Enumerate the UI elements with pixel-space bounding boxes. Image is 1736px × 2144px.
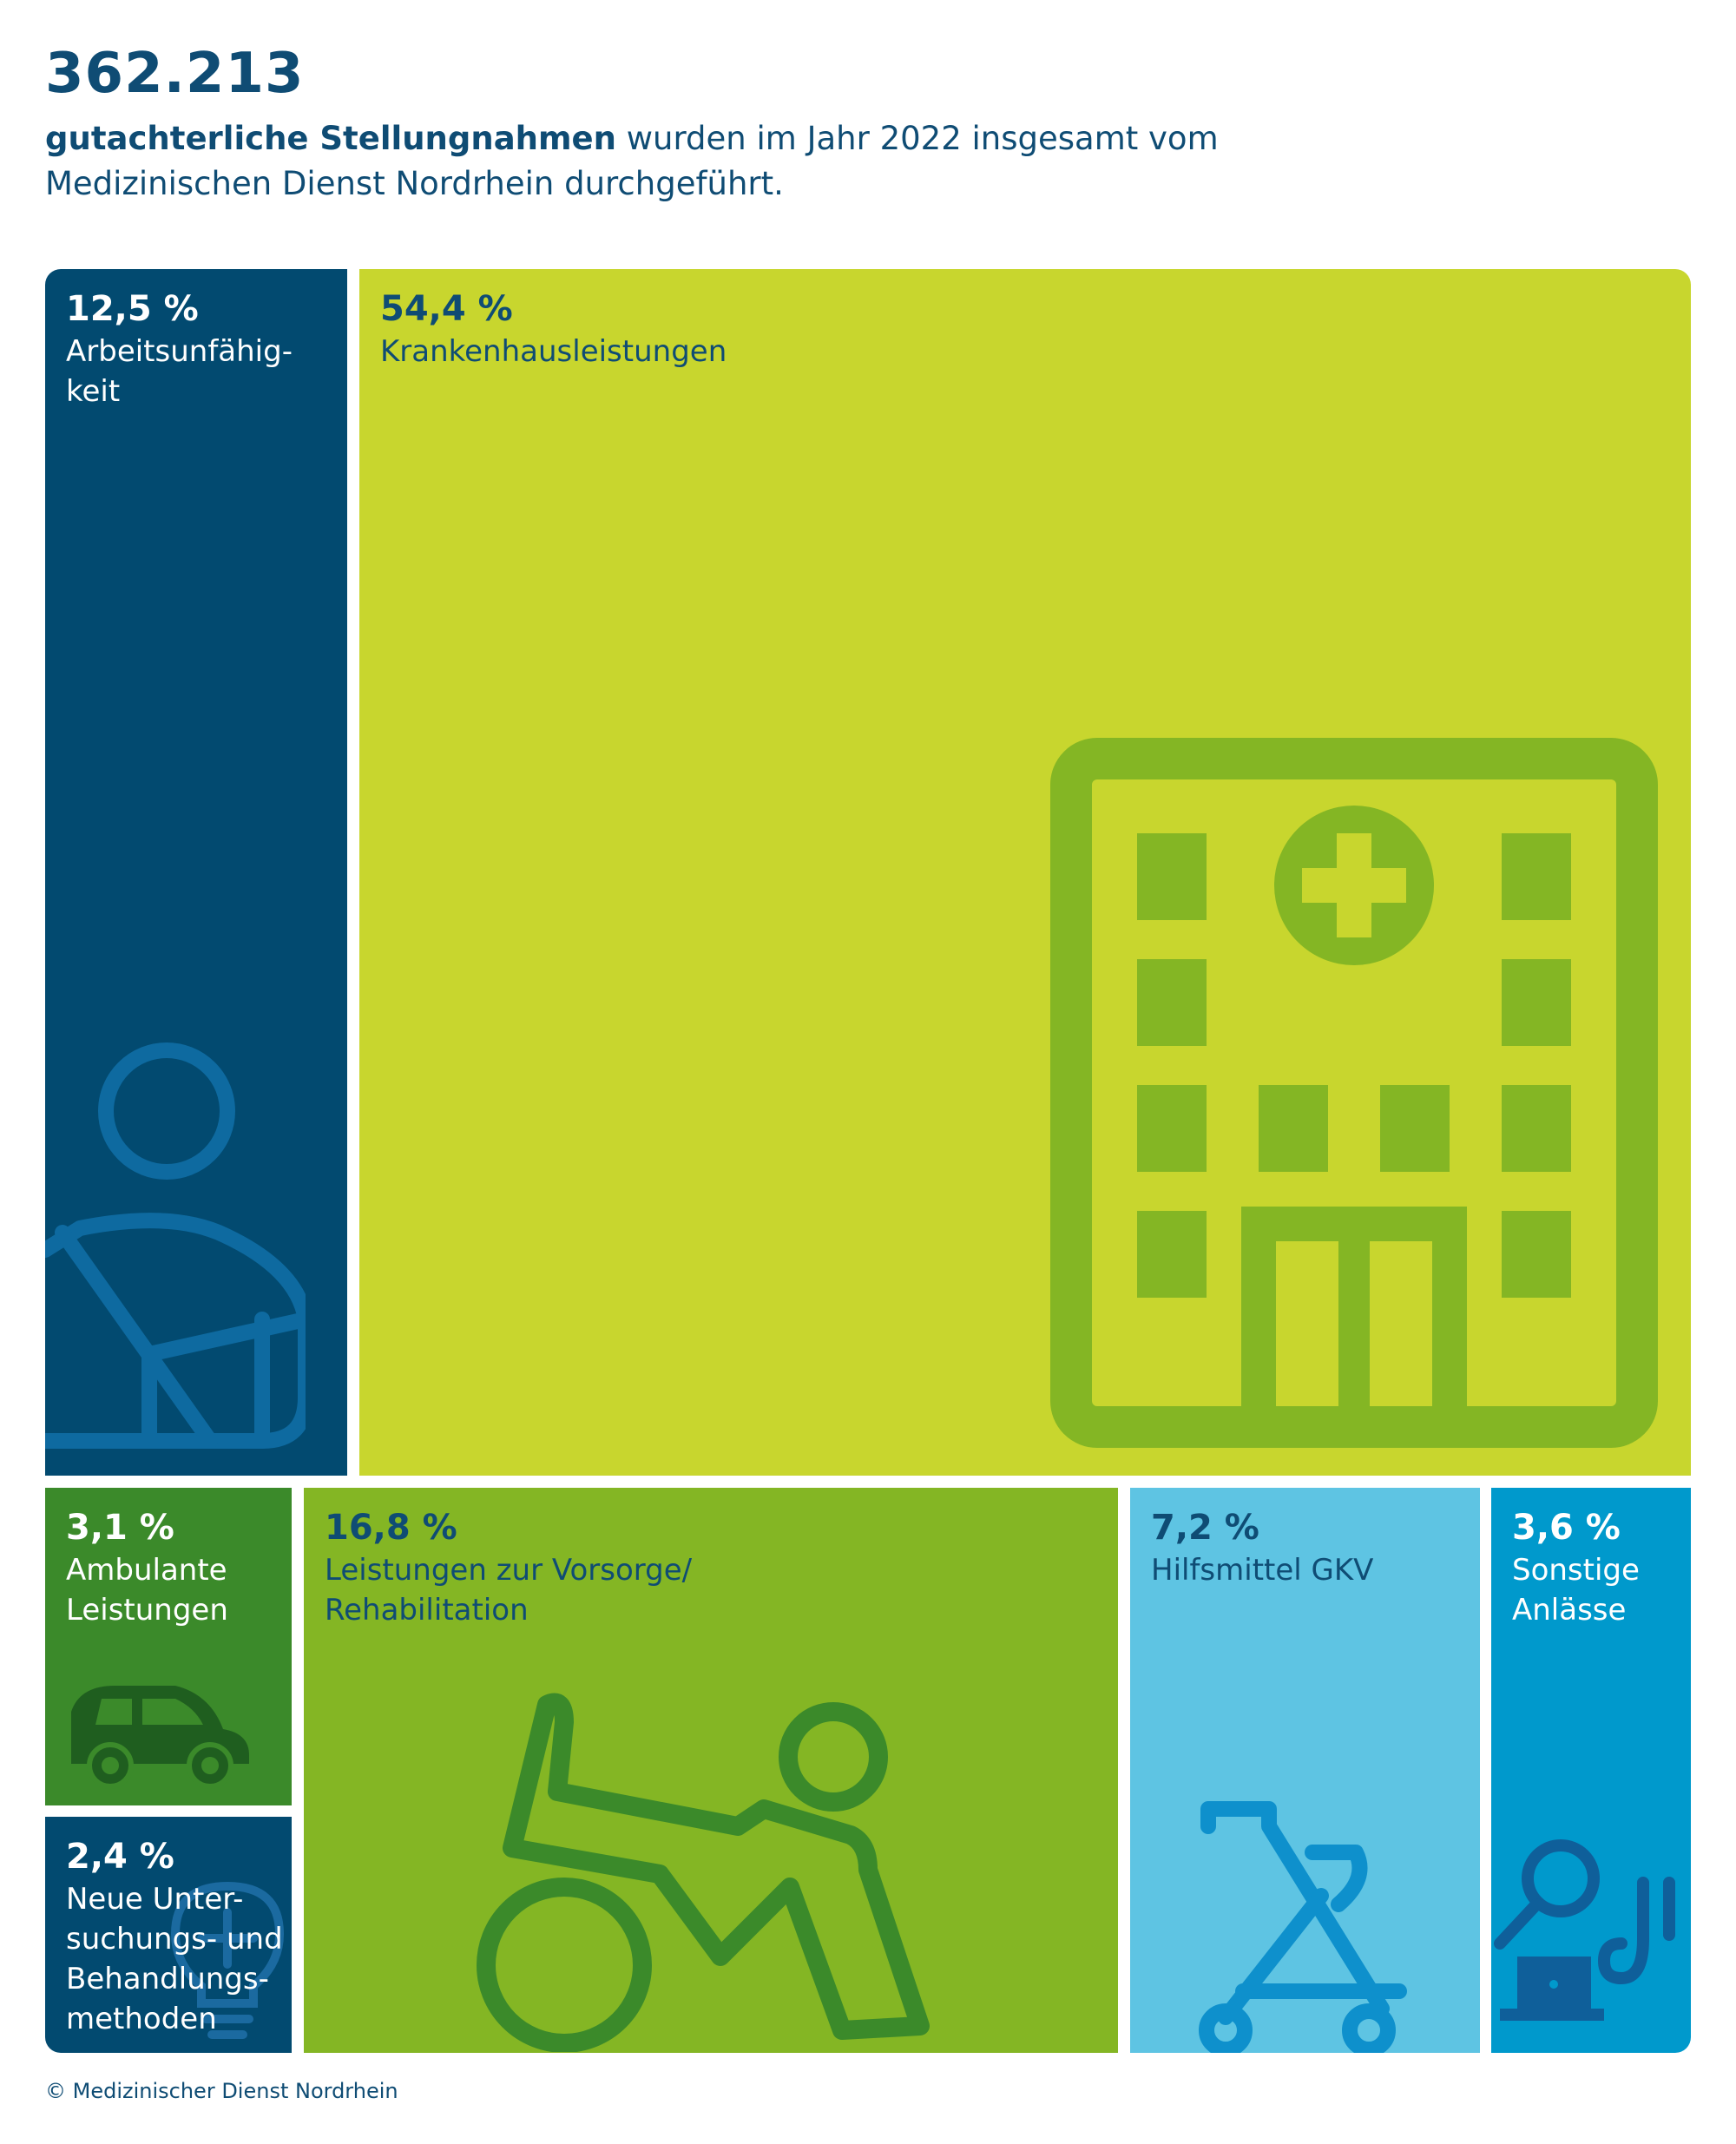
car-icon [71, 1686, 249, 1789]
tile-label: Leistungen zur Vorsorge/ Rehabilitation [325, 1553, 693, 1628]
subtitle-rest: wurden im Jahr 2022 insgesamt vom [616, 120, 1219, 157]
tile-label: Ambulante Leistungen [66, 1553, 228, 1628]
magnifier-laptop-stethoscope-icon [1494, 1839, 1675, 2021]
treemap-tile: 2,4 % Neue Unter- suchungs- und Behandlun… [45, 1817, 292, 2053]
tile-percentage: 7,2 % [1151, 1508, 1259, 1548]
wheelchair-rehab-icon [477, 1693, 930, 2052]
treemap-tile: 7,2 % Hilfsmittel GKV [1130, 1488, 1480, 2053]
tile-label: Hilfsmittel GKV [1151, 1553, 1374, 1588]
subtitle-line2: Medizinischen Dienst Nordrhein durchgefü… [45, 165, 784, 202]
lightbulb-cross-icon [170, 1881, 285, 2039]
tile-label: Sonstige Anlässe [1512, 1553, 1640, 1628]
tile-label: Arbeitsunfähig- keit [66, 334, 293, 409]
total-count: 362.213 [45, 42, 305, 106]
tile-percentage: 16,8 % [325, 1508, 457, 1548]
hospital-building-icon [1050, 738, 1658, 1448]
treemap-tile: 3,1 % Ambulante Leistungen [45, 1488, 292, 1805]
tile-percentage: 3,1 % [66, 1508, 174, 1548]
injured-arm-sling-icon [45, 1042, 306, 1449]
subtitle-bold: gutachterliche Stellungnahmen [45, 120, 616, 157]
rollator-icon [1199, 1801, 1407, 2053]
tile-label: Krankenhausleistungen [380, 334, 727, 369]
tile-percentage: 3,6 % [1512, 1508, 1621, 1548]
header: 362.213 gutachterliche Stellungnahmen wu… [45, 35, 1694, 207]
tile-percentage: 54,4 % [380, 289, 513, 329]
treemap-tile: 12,5 % Arbeitsunfähig- keit [45, 269, 347, 1476]
tile-label: Neue Unter- suchungs- und Behandlungs- m… [66, 1882, 283, 2036]
tile-percentage: 12,5 % [66, 289, 199, 329]
subtitle: gutachterliche Stellungnahmen wurden im … [45, 116, 1694, 207]
treemap-tile: 3,6 % Sonstige Anlässe [1491, 1488, 1691, 2053]
copyright-footer: © Medizinischer Dienst Nordrhein [45, 2079, 398, 2103]
treemap-tile: 54,4 % Krankenhausleistungen [359, 269, 1691, 1476]
treemap-tile: 16,8 % Leistungen zur Vorsorge/ Rehabilit… [304, 1488, 1118, 2053]
tile-percentage: 2,4 % [66, 1837, 174, 1877]
